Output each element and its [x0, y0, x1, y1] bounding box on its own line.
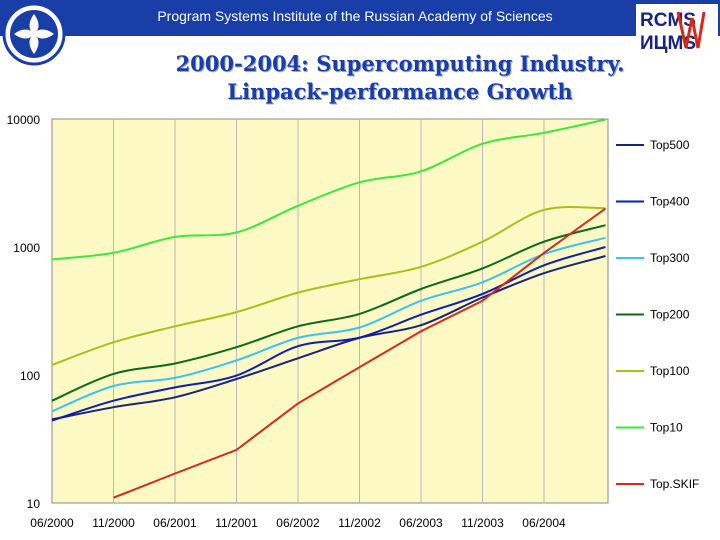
y-tick-label: 10: [27, 497, 41, 511]
series-line-top10: [51, 118, 606, 261]
y-tick-label: 100: [20, 369, 40, 383]
rcms-logo: RCMS ИЦМS: [636, 4, 718, 54]
x-tick-label: 06/2002: [276, 516, 320, 530]
x-tick-label: 06/2004: [522, 516, 566, 530]
x-tick-label: 11/2000: [92, 516, 135, 530]
legend-label: Top100: [650, 364, 690, 378]
institute-logo: [2, 2, 66, 66]
series-line-topskif: [113, 207, 607, 499]
legend-label: Top200: [650, 308, 690, 322]
institute-name: Program Systems Institute of the Russian…: [157, 8, 553, 24]
x-tick-label: 06/2001: [153, 516, 197, 530]
header-banner: [0, 0, 720, 36]
legend-label: Top500: [650, 138, 690, 152]
slide-title: 2000-2004: Supercomputing Industry. Linp…: [110, 50, 690, 106]
legend-label: Top400: [650, 195, 690, 209]
series-line-top500: [51, 255, 606, 421]
slide-title-line1: 2000-2004: Supercomputing Industry.: [175, 51, 625, 76]
x-tick-label: 11/2003: [461, 516, 504, 530]
slide-title-line2: Linpack-performance Growth: [227, 79, 573, 104]
y-tick-label: 10000: [7, 113, 41, 127]
series-line-top100: [51, 205, 606, 366]
legend-label: Top10: [650, 421, 683, 435]
x-tick-label: 11/2002: [338, 516, 381, 530]
series-line-top300: [51, 236, 606, 413]
x-tick-label: 11/2001: [215, 516, 258, 530]
x-tick-label: 06/2003: [399, 516, 443, 530]
plot-area: [51, 118, 609, 504]
series-line-top200: [51, 224, 606, 402]
rcms-logo-bottom: ИЦМS: [640, 33, 696, 54]
series-line-top400: [51, 246, 606, 422]
y-tick-label: 1000: [13, 241, 40, 255]
legend-label: Top300: [650, 251, 690, 265]
x-tick-label: 06/2000: [30, 516, 74, 530]
legend-box: [609, 110, 707, 510]
legend-label: Top.SKIF: [650, 477, 699, 491]
